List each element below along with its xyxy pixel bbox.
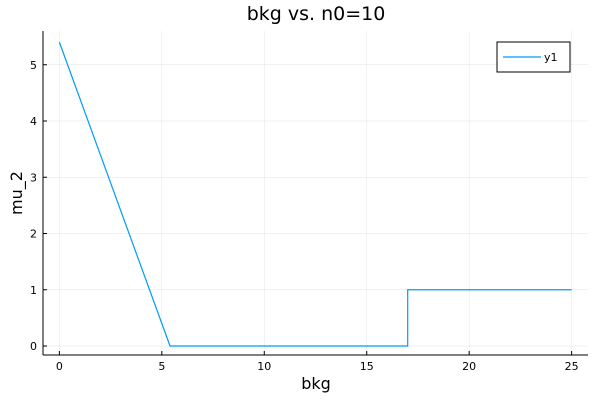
chart-title: bkg vs. n0=10 [247, 3, 386, 25]
x-tick-label: 15 [360, 360, 374, 373]
series-line-y1 [58, 42, 572, 347]
y-tick-label: 2 [30, 228, 37, 241]
y-tick-label: 3 [30, 171, 37, 184]
x-tick-label: 0 [56, 360, 63, 373]
y-tick-label: 0 [30, 340, 37, 353]
x-tick-label: 20 [462, 360, 476, 373]
legend-label: y1 [544, 51, 558, 64]
x-tick-label: 5 [158, 360, 165, 373]
series-layer [58, 42, 572, 347]
y-tick-label: 4 [30, 115, 37, 128]
legend: y1 [496, 41, 571, 73]
x-axis-label: bkg [301, 374, 331, 393]
ticks: 0 5 10 15 20 25 0 1 2 3 4 5 [30, 59, 579, 373]
y-tick-label: 5 [30, 59, 37, 72]
y-axis-label: mu_2 [7, 171, 27, 215]
x-tick-label: 25 [565, 360, 579, 373]
x-tick-label: 10 [257, 360, 271, 373]
y-tick-label: 1 [30, 284, 37, 297]
grid [43, 31, 588, 355]
